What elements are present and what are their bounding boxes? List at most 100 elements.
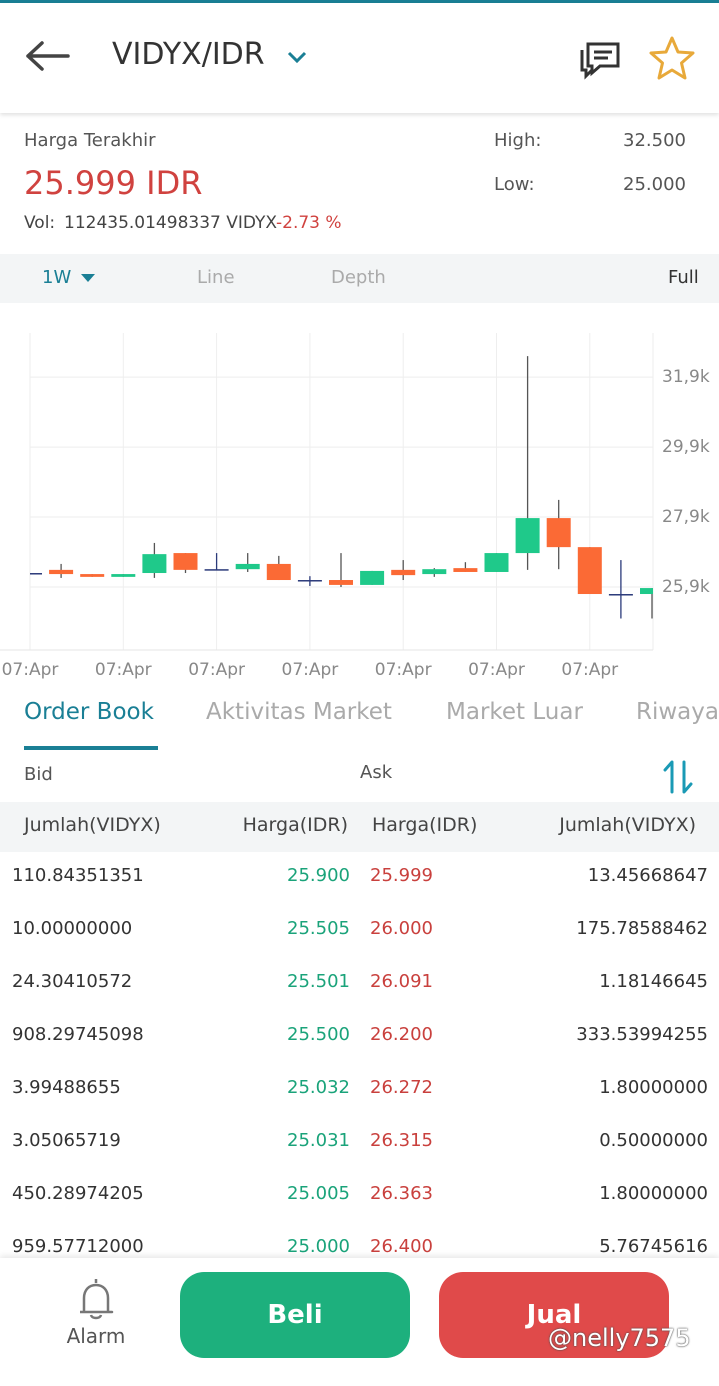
tab[interactable]: Market Luar [446,699,583,725]
pair-title[interactable]: VIDYX/IDR [112,37,265,72]
candle-body [329,580,353,585]
ask-amount: 175.78588462 [576,918,708,939]
y-tick-label: 29,9k [662,437,710,457]
volume: 112435.01498337 VIDYX [64,213,278,233]
swap-icon[interactable] [662,758,694,796]
candle-body [297,580,322,582]
ask-amount: 333.53994255 [576,1024,708,1045]
candle-body [577,547,602,595]
order-book-header [0,802,719,852]
ask-amount: 1.80000000 [599,1077,708,1098]
x-tick-label: 07:Apr [282,660,339,680]
bid-amount: 3.99488655 [12,1077,121,1098]
last-price-label: Harga Terakhir [24,130,156,151]
candle-body [111,574,136,577]
back-button[interactable] [24,40,72,72]
sell-button[interactable]: Jual [439,1272,669,1358]
bid-amount: 3.05065719 [12,1130,121,1151]
candle-body [608,594,633,596]
tab-indicator [24,746,158,750]
candle-body [49,569,74,575]
candlestick-chart: 31,9k 29,9k 27,9k 25,9k 07:Apr 07:Apr 07:Apr 07… [0,333,710,680]
candle-body [142,554,167,574]
bid-price: 25.000 [287,1236,350,1257]
buy-button[interactable]: Beli [180,1272,410,1358]
candle-body [360,570,385,585]
chart-toolbar [0,254,719,303]
ask-amount: 1.18146645 [599,971,708,992]
ask-amount: 0.50000000 [599,1130,708,1151]
bid-amount: 908.29745098 [12,1024,144,1045]
candle-body [640,588,653,595]
candle-body [266,563,291,581]
pair-dropdown[interactable] [286,50,308,64]
line-tab[interactable]: Line [197,267,235,288]
low-label: Low: [494,174,535,195]
x-tick-label: 07:Apr [2,660,59,680]
ask-price: 25.999 [370,865,433,886]
high-label: High: [494,130,542,151]
tab[interactable]: Riwaya [636,699,719,725]
column-header: Jumlah(VIDYX) [24,814,161,836]
ask-price: 26.272 [370,1077,433,1098]
x-tick-label: 07:Apr [561,660,618,680]
y-tick-label: 25,9k [662,577,710,597]
tab[interactable]: Order Book [24,699,154,725]
candle-body [484,553,509,572]
ask-price: 26.315 [370,1130,433,1151]
bid-price: 25.031 [287,1130,350,1151]
candle-body [391,569,416,576]
alarm-icon[interactable] [78,1276,114,1322]
bid-amount: 959.57712000 [12,1236,144,1257]
bid-price: 25.501 [287,971,350,992]
bid-price: 25.505 [287,918,350,939]
x-tick-label: 07:Apr [468,660,525,680]
volume-label: Vol: [24,213,56,233]
bid-label: Bid [24,764,53,785]
column-header: Harga(IDR) [372,814,478,836]
column-header: Harga(IDR) [242,814,348,836]
alarm-label[interactable]: Alarm [66,1324,126,1348]
watermark: @nelly7575 [548,1324,691,1352]
y-tick-label: 27,9k [662,507,710,527]
ask-price: 26.363 [370,1183,433,1204]
x-tick-label: 07:Apr [95,660,152,680]
top-accent [0,0,719,3]
interval-caret[interactable] [81,274,95,283]
candle-body [173,553,198,570]
candle-body [80,574,105,577]
full-button[interactable]: Full [668,267,699,288]
ask-amount: 13.45668647 [587,865,708,886]
candle-body [422,569,447,575]
ask-price: 26.200 [370,1024,433,1045]
high-value: 32.500 [623,130,686,151]
candle-body [453,568,478,572]
candle-body [515,518,540,554]
bid-amount: 24.30410572 [12,971,133,992]
ask-label: Ask [360,762,393,783]
price-change: -2.73 % [276,213,342,233]
candle-body [235,563,260,570]
candle-body [30,573,42,575]
y-tick-label: 31,9k [662,367,710,387]
ask-amount: 1.80000000 [599,1183,708,1204]
chat-icon[interactable] [578,40,622,80]
bid-amount: 110.84351351 [12,865,144,886]
bid-amount: 10.00000000 [12,918,133,939]
last-price: 25.999 IDR [24,164,203,202]
tab[interactable]: Aktivitas Market [206,699,392,725]
depth-tab[interactable]: Depth [331,267,386,288]
candle-body [204,569,229,571]
ask-price: 26.091 [370,971,433,992]
bid-price: 25.032 [287,1077,350,1098]
ask-amount: 5.76745616 [599,1236,708,1257]
interval-select[interactable]: 1W [42,267,72,288]
x-tick-label: 07:Apr [188,660,245,680]
column-header: Jumlah(VIDYX) [559,814,696,836]
favorite-star[interactable] [648,35,696,81]
bid-amount: 450.28974205 [12,1183,144,1204]
ask-price: 26.000 [370,918,433,939]
ask-price: 26.400 [370,1236,433,1257]
low-value: 25.000 [623,174,686,195]
candle-body [546,518,571,548]
